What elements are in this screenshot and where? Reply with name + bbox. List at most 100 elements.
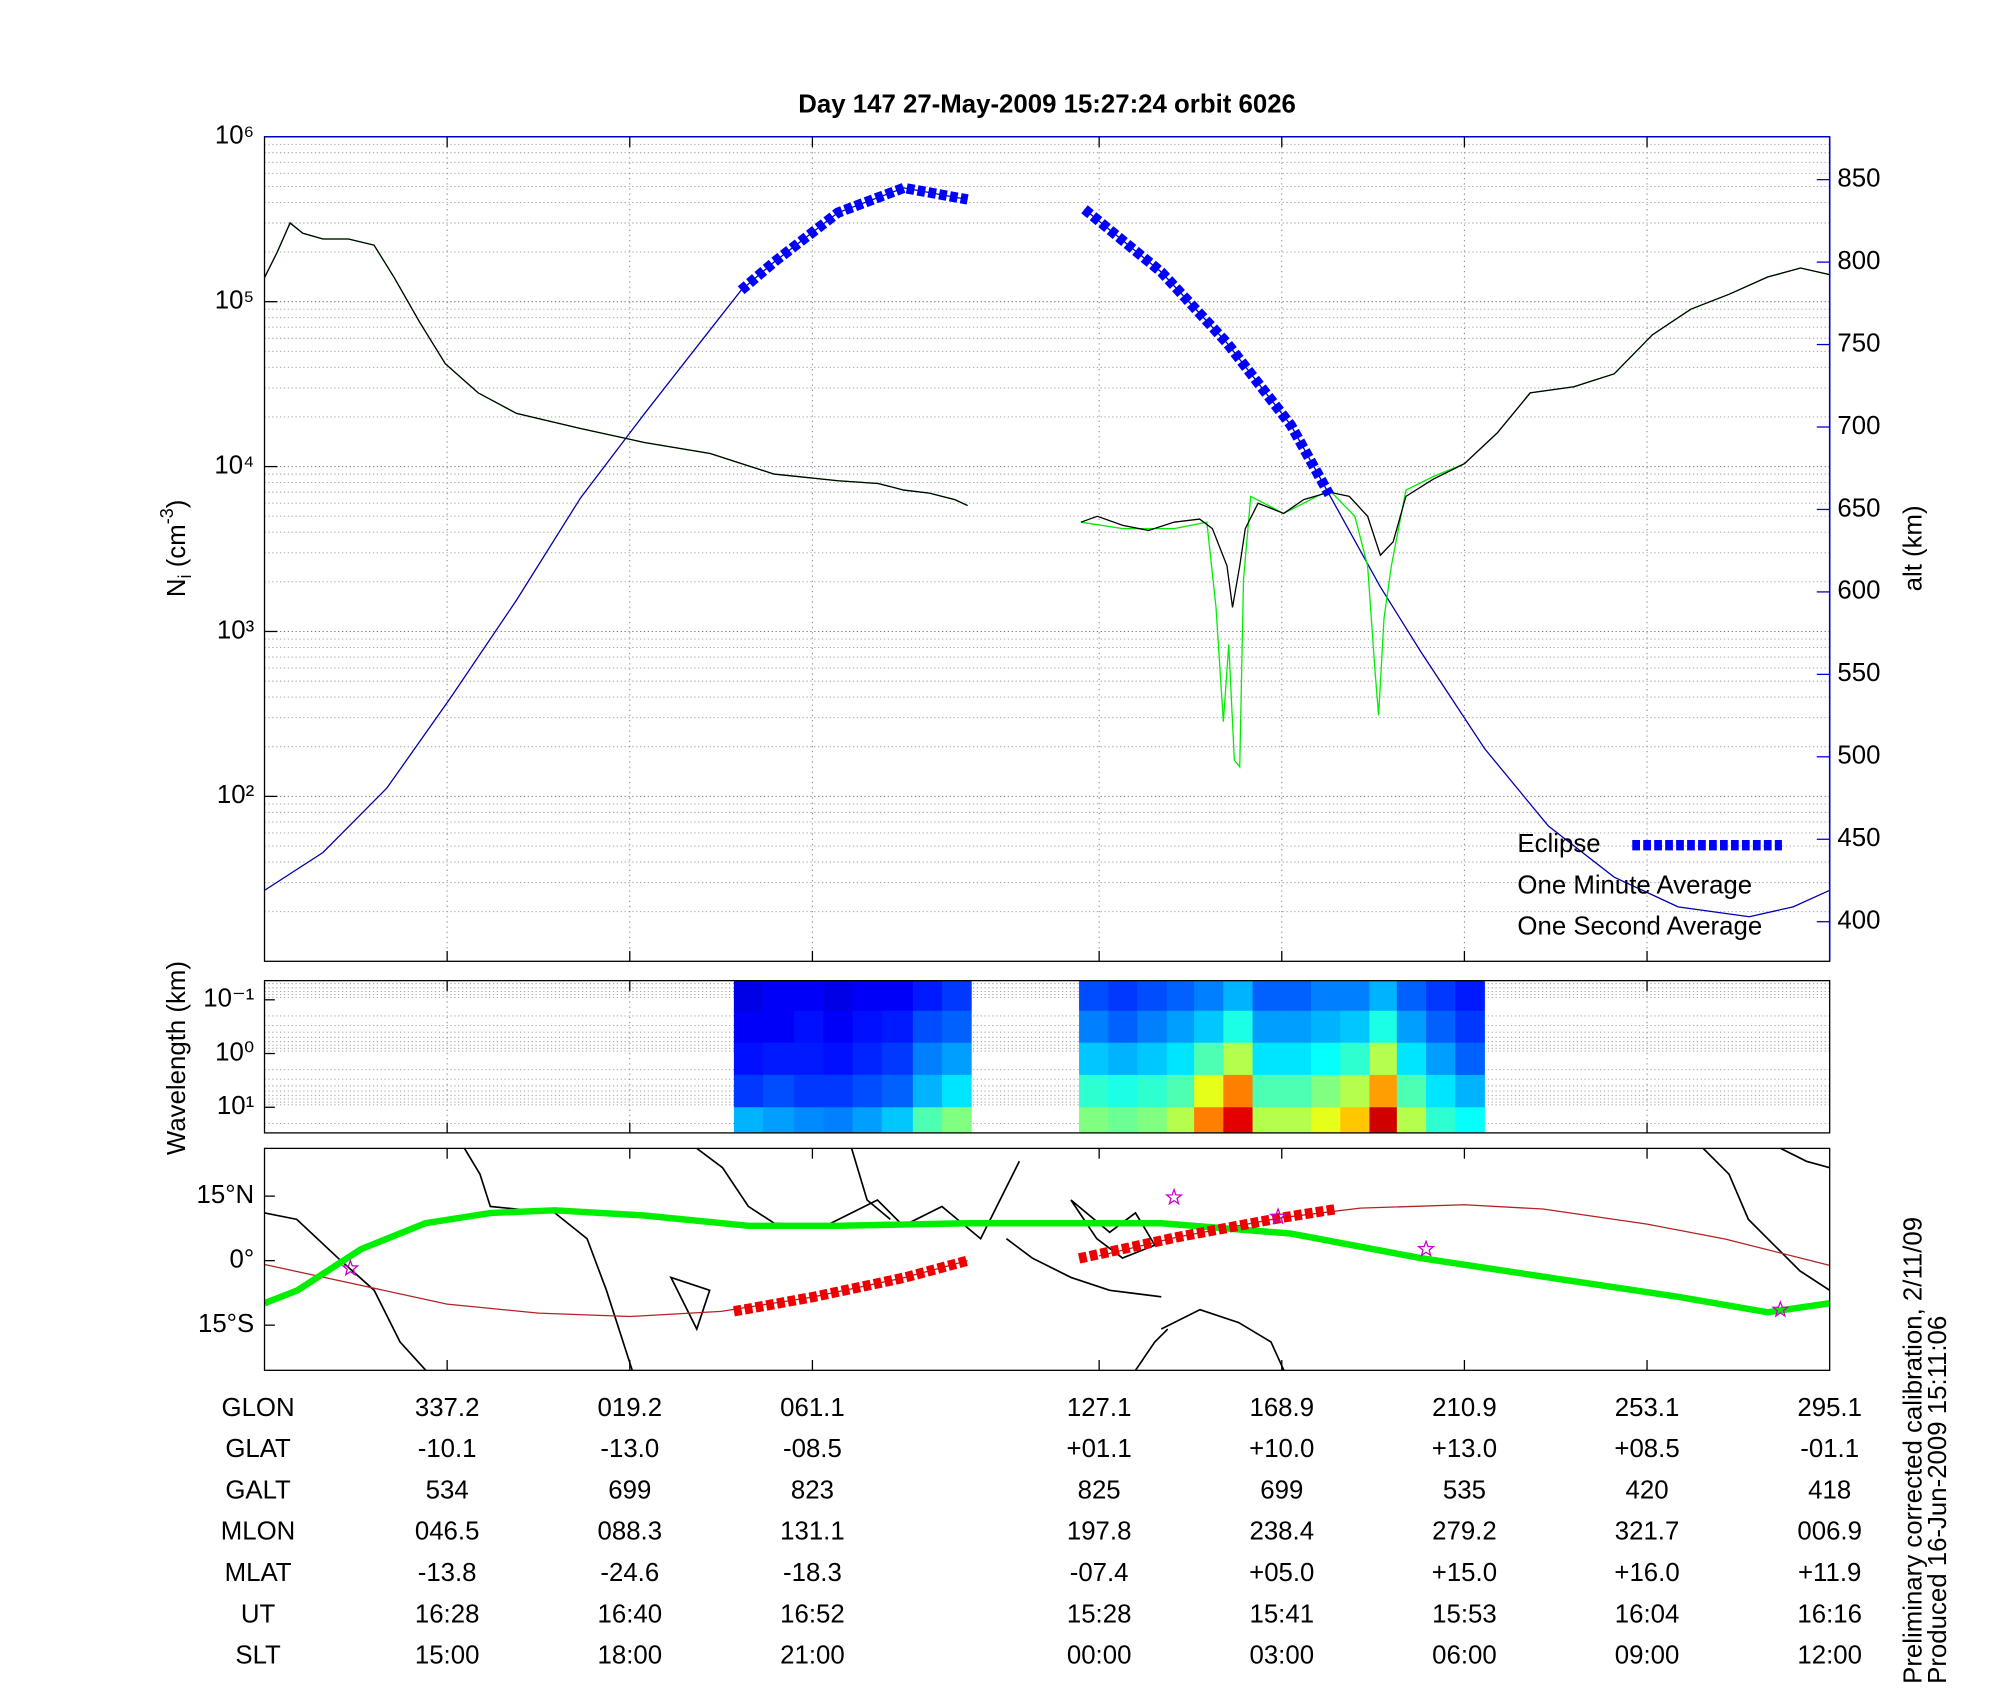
y2-axis-label: alt (km) [1900, 505, 1928, 591]
table-row-label: GLON [222, 1394, 295, 1422]
spectrogram-cell [1396, 1042, 1427, 1076]
coast [850, 1148, 891, 1220]
y-tick-label: 10² [217, 781, 255, 809]
spectrogram-cell [912, 1074, 943, 1108]
spectrogram-cell [794, 980, 824, 1012]
table-cell: 210.9 [1432, 1394, 1497, 1422]
table-cell: -18.3 [783, 1559, 842, 1587]
y-tick-label: 0° [230, 1245, 255, 1273]
spectrogram-cell [942, 1074, 972, 1108]
spectrogram-cell [1369, 1107, 1398, 1134]
spectrogram-cell [1252, 1107, 1283, 1134]
spectrogram-cell [733, 1107, 764, 1134]
table-cell: 09:00 [1615, 1642, 1680, 1670]
spectrogram-cell [763, 1042, 795, 1076]
table-cell: 16:04 [1615, 1600, 1680, 1628]
y-axis-label-part: ) [163, 500, 191, 509]
spectrogram-cell [1194, 1042, 1224, 1076]
plot-frame [263, 980, 1831, 1134]
table-cell: +13.0 [1432, 1435, 1497, 1463]
spectrogram-cell [763, 1107, 795, 1134]
table-cell: 12:00 [1797, 1642, 1862, 1670]
spectrogram-cell [1223, 1010, 1253, 1044]
spectrogram-cell [1455, 1042, 1485, 1076]
coast [1160, 1308, 1285, 1371]
y-tick-label: 10⁶ [215, 122, 254, 150]
spectrogram-cell [912, 980, 943, 1012]
spectrogram-cell [1281, 980, 1312, 1012]
spectrogram-cell [1426, 1010, 1456, 1044]
spectrogram-cell [1340, 980, 1370, 1012]
table-cell: 06:00 [1432, 1642, 1497, 1670]
table-cell: +15.0 [1432, 1559, 1497, 1587]
spectrogram-cell [1137, 1010, 1168, 1044]
coast [264, 1212, 427, 1371]
y2-tick-label: 650 [1837, 494, 1880, 522]
table-cell: 16:16 [1797, 1600, 1862, 1628]
spectrogram-cell [1079, 1042, 1109, 1076]
table-cell: 061.1 [780, 1394, 845, 1422]
spectrogram-cell [823, 1107, 853, 1134]
spectrogram-cell [1455, 1107, 1485, 1134]
spectrogram-cell [1108, 1107, 1138, 1134]
y-axis-label: Wavelength (km) [163, 961, 191, 1155]
y-axis-label-part: i [175, 574, 195, 578]
legend-label: Eclipse [1517, 830, 1600, 858]
y-tick-label: 10¹ [217, 1092, 255, 1120]
table-cell: 15:41 [1249, 1600, 1314, 1628]
spectrogram-cell [1311, 980, 1341, 1012]
table-cell: 823 [791, 1476, 834, 1504]
spectrogram-cell [763, 1074, 795, 1108]
table-cell: 238.4 [1249, 1518, 1314, 1546]
spectrogram-cell [1369, 1074, 1398, 1108]
spectrogram-cell [1194, 1074, 1224, 1108]
table-row-label: MLON [221, 1518, 296, 1546]
spectrogram-cell [823, 1074, 853, 1108]
table-cell: 15:28 [1067, 1600, 1132, 1628]
star-marker [1164, 1187, 1184, 1206]
table-cell: 253.1 [1615, 1394, 1680, 1422]
chart-title: Day 147 27-May-2009 15:27:24 orbit 6026 [798, 91, 1296, 119]
spectrogram-cell [763, 980, 795, 1012]
table-row-label: GALT [225, 1476, 291, 1504]
table-cell: +08.5 [1614, 1435, 1679, 1463]
spectrogram-cell [1455, 1010, 1485, 1044]
track-line [264, 1207, 1830, 1316]
spectrogram-cell [1369, 1042, 1398, 1076]
spectrogram-cell [823, 980, 853, 1012]
spectrogram-cell [852, 980, 883, 1012]
eclipse-track [733, 1203, 1338, 1317]
spectrogram-cell [1340, 1042, 1370, 1076]
spectrogram-cell [1108, 1074, 1138, 1108]
table-cell: +10.0 [1249, 1435, 1314, 1463]
spectrogram-cell [881, 1042, 914, 1076]
table-cell: 131.1 [780, 1518, 845, 1546]
table-cell: 295.1 [1797, 1394, 1862, 1422]
table-cell: 15:00 [415, 1642, 480, 1670]
table-cell: -10.1 [418, 1435, 477, 1463]
table-cell: -07.4 [1070, 1559, 1129, 1587]
table-cell: 127.1 [1067, 1394, 1132, 1422]
table-cell: 279.2 [1432, 1518, 1497, 1546]
spectrogram-cell [1166, 1107, 1195, 1134]
table-row-label: UT [241, 1600, 276, 1628]
table-cell: -13.8 [418, 1559, 477, 1587]
table-row-label: SLT [235, 1642, 281, 1670]
y-tick-label: 10⁴ [214, 451, 254, 479]
spectrogram-cell [823, 1010, 853, 1044]
spectrogram-cell [1455, 1074, 1485, 1108]
spectrogram-cell [1223, 980, 1253, 1012]
legend-label: One Minute Average [1517, 871, 1752, 899]
spectrogram-cell [1223, 1107, 1253, 1134]
y-axis-label-part: -3 [157, 508, 177, 524]
spectrogram-cell [942, 1042, 972, 1076]
spectrogram-cell [912, 1042, 943, 1076]
spectrogram-cell [763, 1010, 795, 1044]
table-cell: 019.2 [598, 1394, 663, 1422]
table-cell: 00:00 [1067, 1642, 1132, 1670]
spectrogram-cell [794, 1010, 824, 1044]
table-cell: 337.2 [415, 1394, 480, 1422]
table-cell: 699 [608, 1476, 651, 1504]
